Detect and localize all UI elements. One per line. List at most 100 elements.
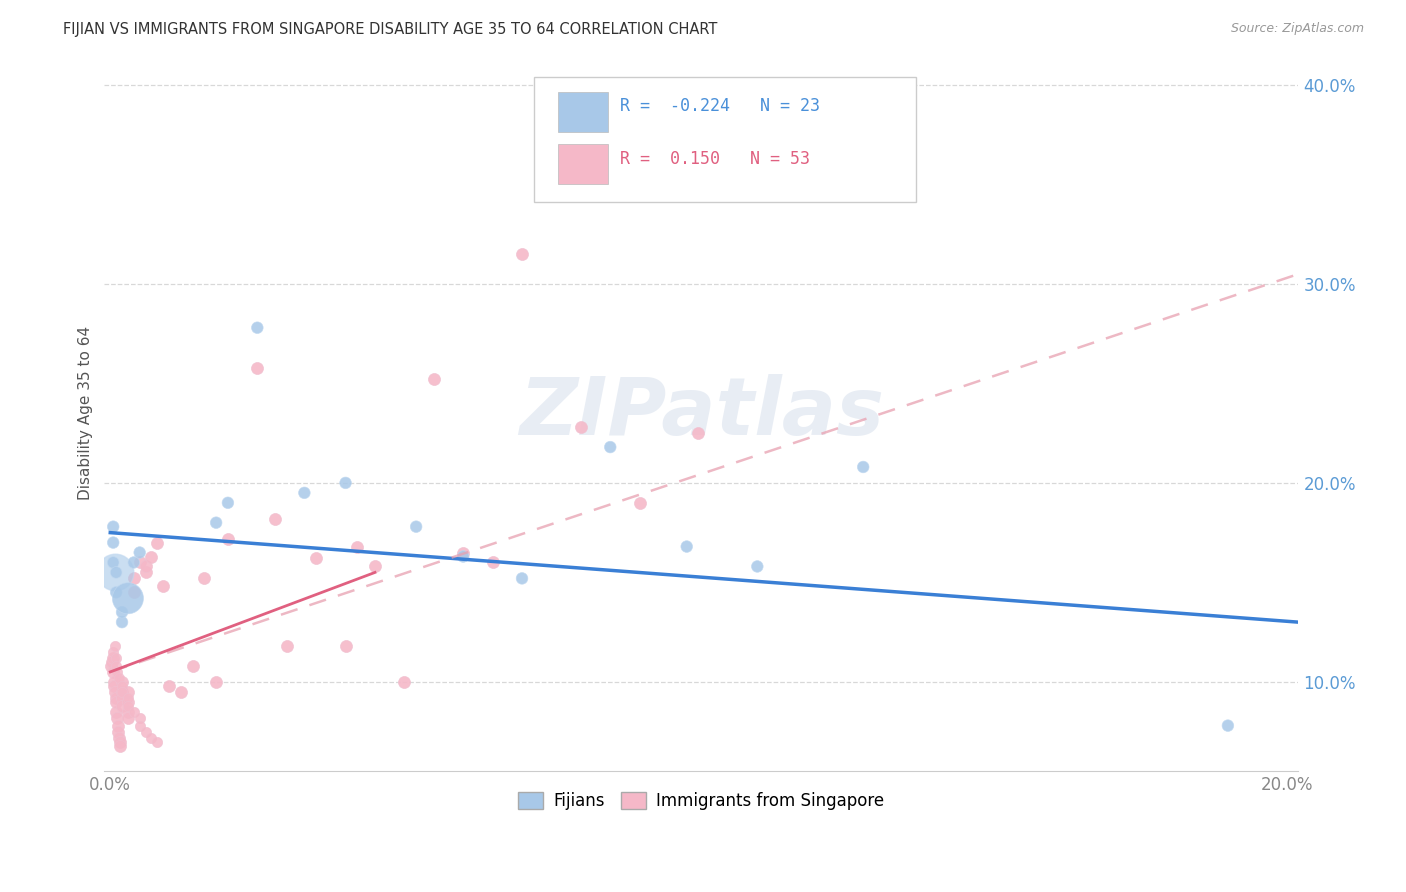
Point (103, 645, 125, 659)
Point (103, 556, 125, 570)
Point (675, 540, 697, 554)
Legend: Fijians, Immigrants from Singapore: Fijians, Immigrants from Singapore (512, 785, 891, 817)
Point (117, 591, 139, 606)
Point (108, 671, 131, 685)
Point (246, 360, 269, 375)
Point (170, 685, 193, 699)
Point (217, 496, 239, 510)
Point (128, 556, 150, 570)
Point (117, 695, 139, 709)
Point (141, 731, 163, 745)
Point (103, 679, 125, 693)
Point (105, 566, 128, 580)
Point (135, 559, 157, 574)
Point (101, 651, 124, 665)
Point (481, 556, 503, 570)
Point (117, 690, 139, 705)
Point (122, 556, 145, 570)
Point (747, 559, 769, 574)
Point (1216, 718, 1239, 732)
FancyBboxPatch shape (558, 144, 609, 184)
Point (111, 698, 134, 713)
Point (246, 320, 269, 334)
Point (128, 711, 150, 725)
Point (335, 475, 357, 490)
Point (157, 679, 180, 693)
Point (107, 724, 129, 739)
Point (364, 559, 387, 574)
FancyBboxPatch shape (534, 77, 917, 202)
Point (569, 420, 592, 434)
Point (105, 665, 128, 679)
Point (111, 605, 134, 619)
FancyBboxPatch shape (558, 92, 609, 132)
Point (122, 585, 145, 599)
Point (205, 516, 228, 530)
Point (105, 651, 128, 665)
Point (117, 711, 139, 725)
Point (292, 486, 315, 500)
Text: FIJIAN VS IMMIGRANTS FROM SINGAPORE DISABILITY AGE 35 TO 64 CORRELATION CHART: FIJIAN VS IMMIGRANTS FROM SINGAPORE DISA… (63, 22, 717, 37)
Point (852, 460, 875, 475)
Point (423, 372, 446, 386)
Point (111, 690, 134, 705)
Point (510, 571, 533, 585)
Text: R =  0.150   N = 53: R = 0.150 N = 53 (620, 150, 810, 168)
Point (628, 496, 651, 510)
Point (451, 549, 474, 564)
Point (105, 659, 128, 673)
Point (104, 566, 127, 580)
Text: R =  -0.224   N = 23: R = -0.224 N = 23 (620, 96, 820, 115)
Point (181, 659, 204, 673)
Point (135, 566, 157, 580)
Point (122, 705, 145, 719)
Y-axis label: Disability Age 35 to 64: Disability Age 35 to 64 (79, 326, 93, 500)
Point (193, 571, 215, 585)
Point (117, 698, 139, 713)
Point (276, 639, 298, 653)
Point (111, 674, 134, 689)
Point (103, 674, 125, 689)
Point (111, 685, 134, 699)
Point (405, 519, 427, 533)
Point (100, 659, 122, 673)
Point (104, 685, 127, 699)
Point (122, 571, 145, 585)
Point (103, 665, 125, 679)
Point (105, 695, 128, 709)
Point (117, 685, 139, 699)
Point (103, 519, 125, 533)
Point (217, 532, 239, 546)
Point (104, 639, 127, 653)
Point (104, 690, 127, 705)
Point (117, 705, 139, 719)
Point (346, 540, 368, 554)
Point (305, 551, 328, 566)
Point (128, 545, 150, 559)
Point (111, 615, 134, 629)
Point (107, 718, 129, 732)
Point (141, 549, 163, 564)
Point (108, 731, 131, 745)
Point (451, 545, 474, 559)
Text: Source: ZipAtlas.com: Source: ZipAtlas.com (1230, 22, 1364, 36)
Point (599, 440, 621, 454)
Point (335, 639, 357, 653)
Point (105, 705, 128, 719)
Point (101, 655, 124, 669)
Point (110, 739, 132, 753)
Point (135, 724, 157, 739)
Point (111, 679, 134, 693)
Text: ZIPatlas: ZIPatlas (519, 375, 884, 452)
Point (205, 674, 228, 689)
Point (103, 535, 125, 549)
Point (146, 535, 169, 549)
Point (264, 512, 287, 526)
Point (128, 718, 150, 732)
Point (688, 426, 710, 441)
Point (146, 734, 169, 748)
Point (105, 585, 128, 599)
Point (108, 734, 131, 748)
Point (510, 247, 533, 261)
Point (152, 579, 174, 593)
